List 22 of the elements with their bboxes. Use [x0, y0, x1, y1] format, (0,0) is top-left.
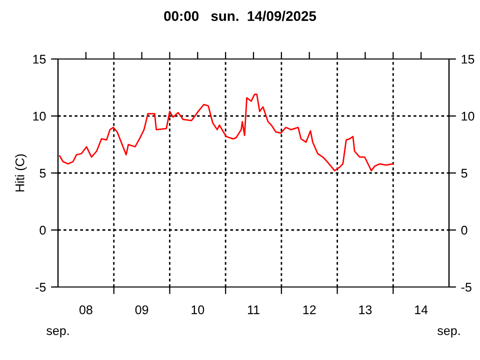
text: sep.	[46, 328, 69, 338]
y-tick-label: 15	[33, 54, 46, 64]
x-tick-label: 14	[415, 306, 428, 314]
line-series	[58, 94, 394, 172]
chart-title: 00:00 sun. 14/09/2025	[164, 10, 316, 22]
x-tick-label: 08	[79, 305, 92, 314]
y-tick-label: 5	[40, 168, 46, 178]
x-tick-label: 12	[303, 305, 316, 314]
y-tick-label: -5	[36, 282, 46, 292]
x-tick-label: 11	[248, 306, 260, 314]
y2-tick-label: -5	[461, 282, 472, 292]
y2-tick-label: 15	[462, 54, 474, 64]
x-tick-label: 09	[135, 305, 148, 314]
y2-tick-label: 10	[462, 112, 474, 121]
x-tick-label: 10	[192, 305, 204, 314]
y-axis-title: Hiti (C)	[15, 154, 27, 192]
text: sep.	[438, 328, 460, 338]
y2-tick-label: 5	[461, 168, 468, 178]
y2-tick-label: 0	[461, 226, 468, 235]
y-tick-label: 0	[40, 226, 46, 235]
y-tick-label: 10	[33, 112, 46, 121]
x-tick-label: 13	[359, 305, 372, 314]
